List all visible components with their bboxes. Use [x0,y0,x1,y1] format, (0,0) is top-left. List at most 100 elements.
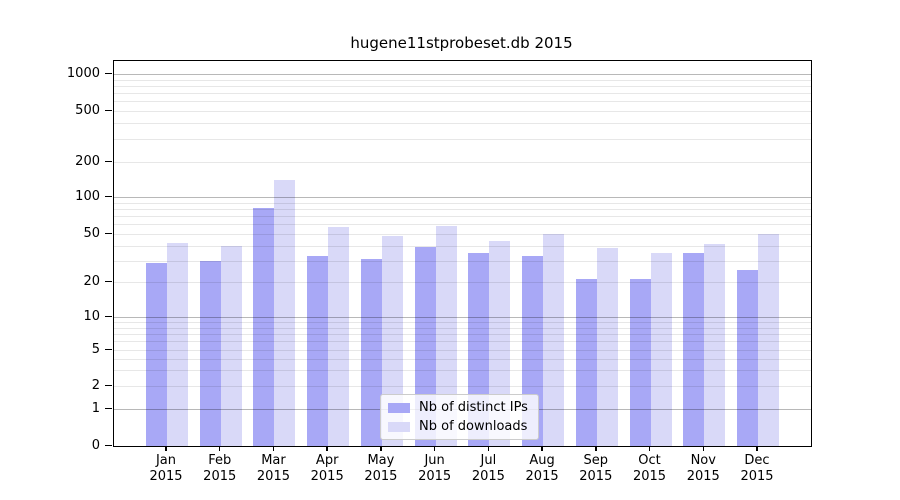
legend-item: Nb of downloads [388,419,528,434]
gridline-minor [114,123,811,125]
y-axis-tick [105,444,112,446]
x-axis-tick [541,446,543,451]
x-axis-tick [326,446,328,451]
y-axis-tick [105,109,112,111]
x-axis-tick [648,446,651,451]
bar-downloads [650,252,672,446]
bar-distinct-ips [736,270,758,446]
gridline-major [114,197,811,198]
gridline-minor [114,370,811,372]
y-axis-tick [105,232,112,234]
legend-label: Nb of distinct IPs [419,400,528,415]
y-axis-tick [105,315,112,317]
gridline-minor [114,79,811,81]
gridline-minor [114,162,811,163]
bar-downloads [328,227,350,446]
chart-title: hugene11stprobeset.db 2015 [350,34,573,52]
gridline-minor [114,93,811,94]
gridline-minor [114,224,811,226]
x-axis-tick [433,446,436,451]
gridline-minor [114,85,811,87]
gridline-minor [114,111,811,112]
x-axis-tick [165,446,167,451]
y-axis-tick-label: 20 [83,273,100,289]
y-axis-tick-label: 10 [83,308,100,324]
legend-swatch-distinct-ips [388,402,410,413]
x-axis-tick-label: Nov 2015 [686,453,720,484]
x-axis-tick [218,446,221,451]
gridline-minor [114,350,811,351]
x-axis-tick [702,446,705,451]
x-axis-tick [487,446,490,451]
y-axis-tick [105,384,112,386]
gridline-minor [114,282,811,283]
gridline-major [114,317,811,318]
y-axis-tick [105,195,112,197]
legend-item: Nb of distinct IPs [388,400,528,415]
y-axis-tick-label: 5 [91,341,100,357]
x-axis-tick-label: Feb 2015 [203,453,237,484]
y-axis-tick-label: 100 [75,188,100,204]
bar-distinct-ips [575,279,597,446]
bar-distinct-ips [199,260,221,446]
legend: Nb of distinct IPs Nb of downloads [380,394,539,440]
y-axis-tick-label: 500 [75,102,100,118]
bar-downloads [543,234,565,446]
y-axis-tick [105,407,112,409]
x-axis-tick [595,446,597,451]
y-axis-tick [105,72,112,74]
y-axis-tick [105,280,112,282]
gridline-minor [114,386,811,387]
gridline-minor [114,245,811,247]
bar-downloads [381,236,403,446]
bar-distinct-ips [146,262,167,446]
y-axis-tick [105,348,112,350]
y-axis-tick-label: 50 [83,225,100,241]
x-axis-tick-label: Oct 2015 [632,453,667,484]
y-axis-tick-label: 0 [91,437,100,453]
gridline-minor [114,202,811,204]
x-axis-tick-label: Jun 2015 [418,453,452,484]
x-axis-tick-label: Jan 2015 [149,453,183,484]
plot-area: Nb of distinct IPs Nb of downloads [113,60,812,447]
gridline-minor [114,234,811,235]
gridline-minor [114,208,811,210]
x-axis-tick-label: May 2015 [364,453,398,484]
x-axis-tick-label: Apr 2015 [310,453,344,484]
gridline-minor [114,334,811,335]
gridline-minor [114,216,811,217]
x-axis-tick [272,446,275,451]
bar-downloads [167,243,188,446]
bar-distinct-ips [629,279,651,446]
bar-downloads [596,248,618,446]
gridline-major [114,74,811,75]
legend-label: Nb of downloads [419,419,528,434]
bar-downloads [220,245,242,446]
gridline-minor [114,341,811,343]
bar-distinct-ips [360,259,382,446]
y-axis-tick-label: 1000 [66,65,100,81]
x-axis-tick-label: Dec 2015 [740,453,774,484]
y-axis-tick-label: 1 [91,400,100,416]
legend-swatch-downloads [388,421,410,432]
gridline-minor [114,358,811,360]
x-axis-tick [380,446,382,451]
y-axis-tick [105,160,112,162]
bar-downloads [435,226,457,446]
x-axis-tick-label: Mar 2015 [256,453,290,484]
y-axis-tick-label: 2 [91,377,100,393]
gridline-minor [114,322,811,323]
gridline-minor [114,260,811,262]
x-axis-tick [756,446,758,451]
gridline-minor [114,101,811,103]
x-axis-tick-label: Sep 2015 [579,453,613,484]
bar-distinct-ips [683,252,705,446]
x-axis-tick-label: Aug 2015 [525,453,559,484]
x-axis-tick-label: Jul 2015 [471,453,505,484]
gridline-minor [114,139,811,141]
y-axis-tick-label: 200 [75,153,100,169]
gridline-minor [114,327,811,329]
bar-downloads [757,234,779,446]
bar-downloads [274,180,296,446]
